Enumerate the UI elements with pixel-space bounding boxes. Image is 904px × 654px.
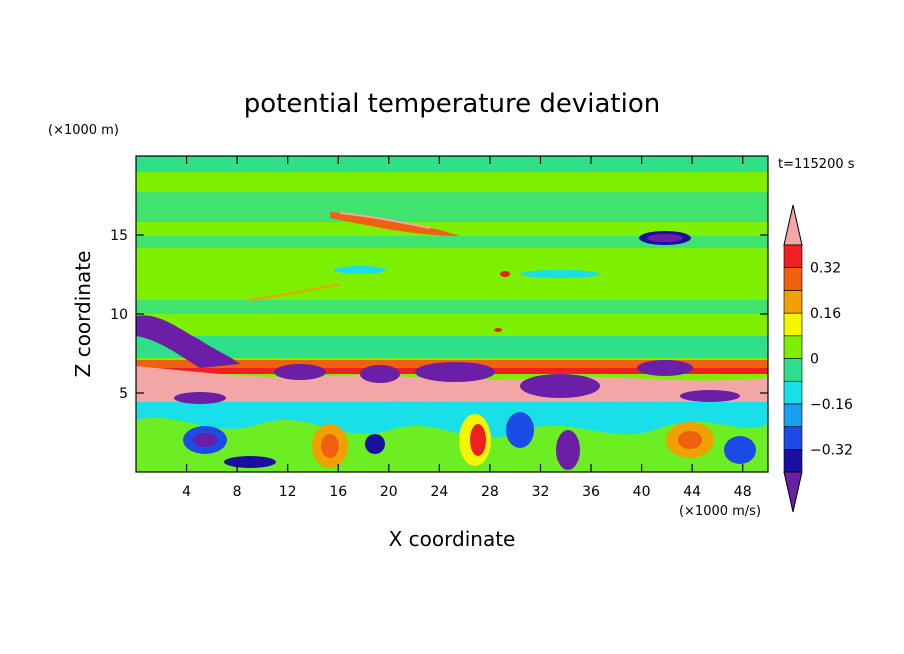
x-tick-label: 28 bbox=[481, 484, 499, 500]
x-tick-label: 16 bbox=[329, 484, 347, 500]
colorbar-swatch bbox=[783, 380, 803, 405]
x-axis-ticks: 4 8 12 16 20 24 28 32 36 40 44 48 bbox=[182, 156, 752, 500]
colorbar-swatch bbox=[783, 290, 803, 314]
x-tick-label: 20 bbox=[380, 484, 398, 500]
field-filament-1 bbox=[330, 212, 460, 236]
field-cell-3 bbox=[365, 434, 385, 454]
x-tick-label: 8 bbox=[233, 484, 242, 500]
field-top-band bbox=[136, 156, 768, 172]
field-purple-west bbox=[136, 315, 240, 368]
field-purple-3 bbox=[415, 362, 495, 382]
colorbar-swatch bbox=[783, 358, 803, 382]
field-purple-7 bbox=[174, 392, 226, 404]
y-tick-label: 15 bbox=[110, 228, 128, 244]
chart-title: potential temperature deviation bbox=[244, 89, 660, 119]
field-cell-1-core bbox=[193, 433, 217, 447]
y-tick-label: 5 bbox=[119, 386, 128, 402]
colorbar-swatch bbox=[783, 312, 803, 337]
field-purple-6 bbox=[680, 390, 740, 402]
x-axis-label: X coordinate bbox=[389, 527, 516, 551]
colorbar-swatch bbox=[783, 448, 803, 473]
field-upper-red-1 bbox=[494, 328, 502, 332]
field-band-2 bbox=[136, 236, 768, 248]
field-purple-4 bbox=[520, 374, 600, 398]
colorbar-lower-arrow bbox=[783, 471, 803, 513]
x-tick-label: 24 bbox=[430, 484, 448, 500]
field-lower-green bbox=[136, 417, 768, 472]
colorbar-tick-label: −0.32 bbox=[810, 442, 853, 458]
field-purple-1 bbox=[274, 364, 326, 380]
field-cell-9 bbox=[224, 456, 276, 468]
colorbar-tick-label: 0.16 bbox=[810, 306, 841, 322]
field-band-4 bbox=[136, 336, 768, 358]
contour-field bbox=[136, 156, 768, 472]
field-cell-4-core bbox=[470, 424, 486, 456]
field-purple-5 bbox=[637, 360, 693, 376]
x-tick-label: 40 bbox=[633, 484, 651, 500]
field-cell-5 bbox=[506, 412, 534, 448]
colorbar-swatch bbox=[783, 267, 803, 291]
colorbar-tick-label: 0.32 bbox=[810, 261, 841, 277]
field-cell-2-core bbox=[321, 434, 339, 458]
y-tick-label: 10 bbox=[110, 307, 128, 323]
x-tick-label: 4 bbox=[182, 484, 191, 500]
colorbar-swatch bbox=[783, 244, 803, 269]
colorbar-tick-label: −0.16 bbox=[810, 397, 853, 413]
y-axis-label: Z coordinate bbox=[71, 251, 95, 378]
colorbar-swatch bbox=[783, 426, 803, 450]
x-tick-label: 12 bbox=[279, 484, 297, 500]
x-tick-label: 32 bbox=[532, 484, 550, 500]
colorbar: 0.32 0.16 0 −0.16 −0.32 bbox=[783, 204, 853, 513]
field-upper-purple-1 bbox=[647, 234, 683, 242]
x-tick-label: 44 bbox=[683, 484, 701, 500]
colorbar-swatch bbox=[783, 335, 803, 359]
y-units-label: (×1000 m) bbox=[48, 123, 119, 138]
colorbar-upper-arrow bbox=[783, 204, 803, 246]
field-band-3 bbox=[136, 300, 768, 314]
field-purple-2 bbox=[360, 365, 400, 383]
x-units-label: (×1000 m/s) bbox=[679, 504, 761, 519]
field-pink-band bbox=[136, 366, 768, 406]
y-axis-ticks: 5 10 15 bbox=[110, 228, 768, 402]
x-tick-label: 36 bbox=[582, 484, 600, 500]
field-cell-6 bbox=[556, 430, 580, 470]
field-cell-7-core bbox=[678, 431, 702, 449]
field-upper-red-2 bbox=[500, 271, 510, 277]
field-filament-2 bbox=[249, 283, 341, 301]
time-label: t=115200 s bbox=[778, 157, 855, 172]
field-filament-1-core bbox=[339, 212, 431, 229]
colorbar-swatch bbox=[783, 403, 803, 427]
x-tick-label: 48 bbox=[734, 484, 752, 500]
field-band-1 bbox=[136, 192, 768, 222]
field-cell-8 bbox=[724, 436, 756, 464]
field-upper-cyan-2 bbox=[520, 270, 600, 278]
field-upper-cyan-1 bbox=[334, 266, 386, 274]
colorbar-tick-label: 0 bbox=[810, 352, 819, 368]
